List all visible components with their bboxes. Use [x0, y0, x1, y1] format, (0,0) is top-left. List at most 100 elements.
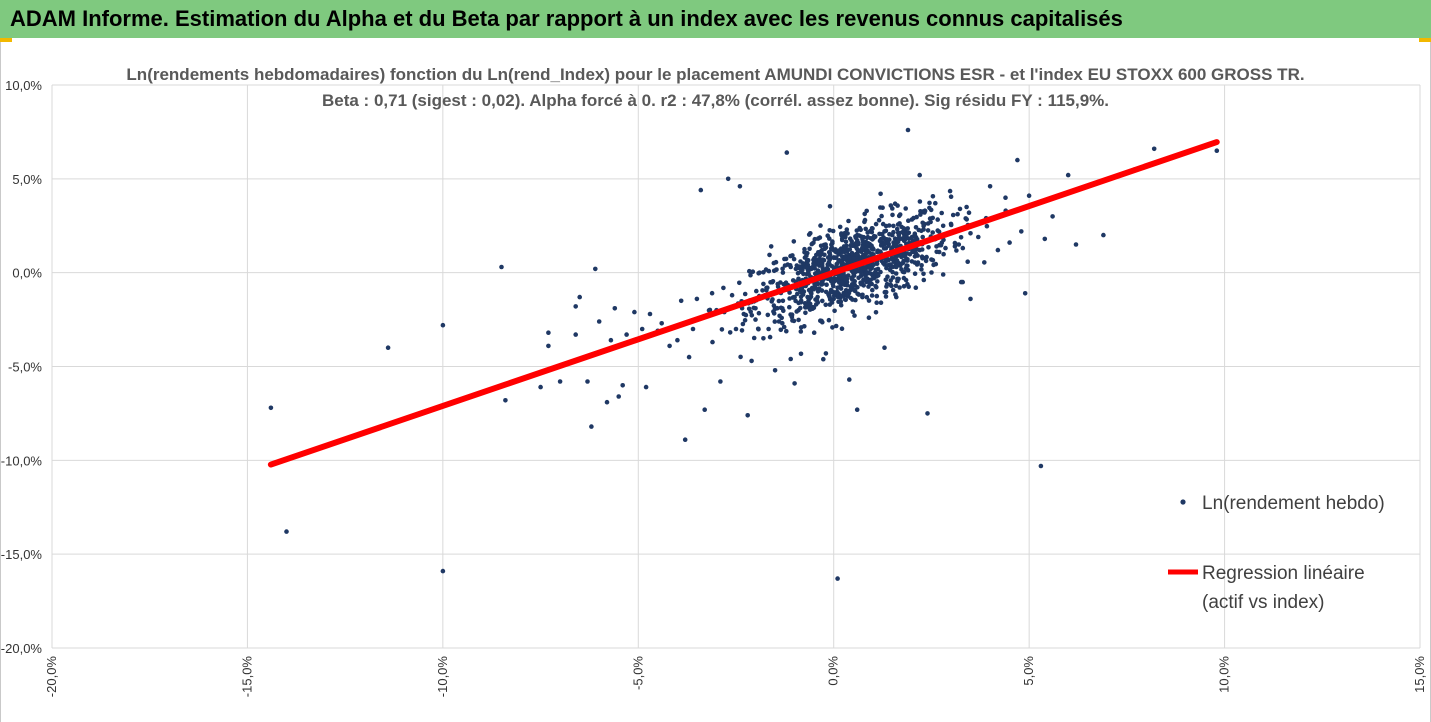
data-point — [846, 218, 851, 224]
data-point — [616, 394, 621, 399]
data-point — [709, 290, 715, 296]
data-point — [838, 259, 844, 265]
data-point — [935, 217, 940, 222]
data-point — [884, 281, 890, 287]
data-point — [783, 256, 789, 262]
data-point — [844, 292, 849, 297]
data-point — [818, 318, 823, 324]
data-point — [925, 228, 931, 233]
data-point — [982, 260, 987, 265]
data-point — [865, 241, 871, 247]
data-point — [791, 256, 797, 262]
data-point — [440, 322, 446, 328]
data-point — [838, 299, 844, 305]
data-point — [890, 206, 895, 211]
data-point — [922, 210, 927, 215]
data-point — [878, 243, 884, 248]
data-point — [874, 293, 880, 299]
data-point — [958, 279, 964, 285]
data-point — [918, 209, 923, 214]
data-point — [721, 285, 726, 291]
data-point — [890, 275, 896, 280]
data-point — [921, 277, 927, 283]
data-point — [915, 260, 921, 265]
data-point — [820, 257, 825, 263]
data-point — [1003, 195, 1008, 200]
data-point — [895, 239, 901, 244]
data-point — [901, 275, 907, 281]
data-point — [936, 229, 942, 234]
data-point — [847, 236, 853, 241]
data-point — [913, 251, 919, 256]
data-point — [900, 269, 906, 275]
data-point — [856, 233, 862, 238]
data-point — [965, 259, 970, 265]
data-point — [904, 233, 909, 239]
data-point — [837, 224, 843, 230]
data-point — [682, 437, 688, 443]
regression-line — [267, 139, 1220, 468]
data-point — [941, 251, 946, 257]
data-point — [503, 398, 508, 403]
data-point — [940, 223, 946, 229]
data-point — [847, 377, 852, 382]
data-point — [919, 254, 925, 259]
data-point — [604, 399, 610, 405]
corner-accent-left — [0, 38, 12, 42]
x-tick-label: -20,0% — [44, 656, 59, 698]
data-point — [872, 234, 878, 240]
data-point — [798, 294, 804, 300]
data-point — [873, 310, 879, 315]
data-point — [897, 230, 902, 236]
data-point — [755, 326, 761, 332]
data-point — [742, 291, 748, 297]
data-point — [839, 326, 845, 332]
data-point — [806, 232, 812, 237]
data-point — [1050, 214, 1055, 219]
data-point — [926, 245, 931, 250]
data-point — [729, 292, 735, 298]
data-point — [930, 230, 935, 235]
data-point — [639, 326, 645, 332]
data-point — [939, 210, 944, 216]
data-point — [740, 321, 746, 327]
data-point — [778, 305, 784, 311]
data-point — [854, 241, 860, 246]
data-point — [858, 227, 863, 233]
data-point — [889, 256, 895, 262]
data-point — [928, 219, 933, 225]
data-point — [761, 336, 766, 341]
data-point — [904, 263, 909, 268]
data-point — [860, 292, 865, 298]
data-point — [906, 284, 911, 290]
data-point — [839, 237, 845, 243]
data-point — [798, 351, 804, 357]
data-point — [844, 227, 850, 232]
data-point — [841, 244, 847, 249]
data-point — [905, 257, 910, 262]
data-point — [710, 339, 715, 345]
data-point — [903, 206, 908, 211]
data-point — [896, 213, 902, 219]
data-point — [770, 279, 776, 284]
data-point — [884, 237, 889, 242]
data-point — [821, 356, 826, 362]
scatter-points — [268, 127, 1220, 581]
data-point — [804, 258, 810, 263]
legend-label-regression-line1: Regression linéaire — [1202, 563, 1365, 584]
data-point — [727, 330, 733, 335]
data-point — [788, 356, 793, 362]
y-tick-label: 10,0% — [5, 78, 42, 93]
data-point — [874, 300, 879, 306]
data-point — [620, 383, 625, 388]
data-point — [827, 228, 832, 233]
data-point — [853, 235, 859, 241]
data-point — [822, 246, 828, 252]
data-point — [976, 234, 981, 240]
data-point — [750, 269, 756, 275]
data-point — [865, 276, 870, 282]
data-point — [931, 262, 936, 268]
y-tick-label: 5,0% — [12, 172, 42, 187]
data-point — [778, 327, 784, 333]
